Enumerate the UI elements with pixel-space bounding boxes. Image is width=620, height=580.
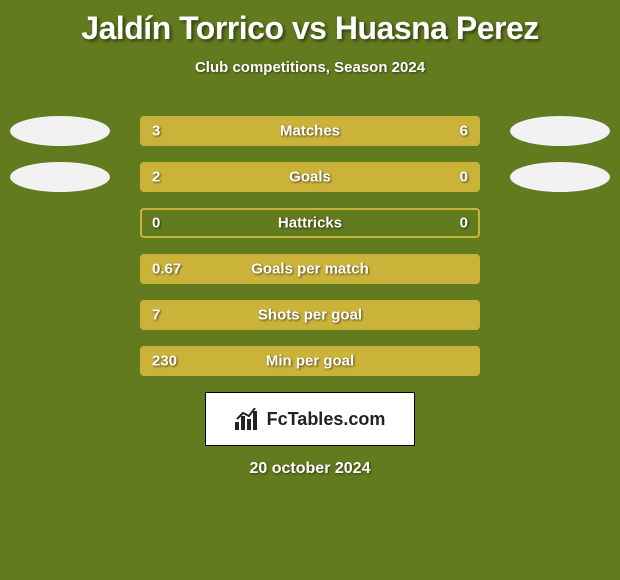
stat-right-value: 0 [460, 169, 468, 186]
stat-left-value: 0 [152, 215, 160, 232]
stat-row: 3 6 Matches [0, 116, 620, 146]
stat-bar-track: 3 6 Matches [140, 116, 480, 146]
footer-logo-text: FcTables.com [267, 409, 386, 430]
stat-label: Matches [280, 123, 340, 140]
footer-logo: FcTables.com [205, 392, 415, 446]
player-avatar-right [510, 162, 610, 192]
stat-right-value: 6 [460, 123, 468, 140]
stat-label: Shots per goal [258, 307, 362, 324]
stat-left-value: 0.67 [152, 261, 181, 278]
stat-row: 0.67 Goals per match [0, 254, 620, 284]
stat-right-value: 0 [460, 215, 468, 232]
stat-bar-track: 2 0 Goals [140, 162, 480, 192]
player-avatar-left [10, 162, 110, 192]
chart-icon [235, 408, 261, 430]
footer-date: 20 october 2024 [0, 460, 620, 478]
stat-label: Min per goal [266, 353, 354, 370]
stat-left-value: 7 [152, 307, 160, 324]
stat-row: 230 Min per goal [0, 346, 620, 376]
stat-left-value: 2 [152, 169, 160, 186]
stat-bar-right [243, 118, 478, 144]
stat-label: Goals [289, 169, 331, 186]
stat-label: Hattricks [278, 215, 342, 232]
stat-row: 2 0 Goals [0, 162, 620, 192]
stat-row: 7 Shots per goal [0, 300, 620, 330]
stat-label: Goals per match [251, 261, 369, 278]
stats-chart: 3 6 Matches 2 0 Goals 0 0 Hattricks 0.67 Goals per… [0, 116, 620, 376]
stat-bar-left [142, 164, 401, 190]
player-avatar-left [10, 116, 110, 146]
stat-bar-track: 0.67 Goals per match [140, 254, 480, 284]
stat-bar-track: 0 0 Hattricks [140, 208, 480, 238]
stat-left-value: 3 [152, 123, 160, 140]
stat-row: 0 0 Hattricks [0, 208, 620, 238]
page-title: Jaldín Torrico vs Huasna Perez [0, 0, 620, 47]
stat-bar-track: 230 Min per goal [140, 346, 480, 376]
player-avatar-right [510, 116, 610, 146]
stat-left-value: 230 [152, 353, 177, 370]
page-subtitle: Club competitions, Season 2024 [0, 59, 620, 76]
stat-bar-track: 7 Shots per goal [140, 300, 480, 330]
